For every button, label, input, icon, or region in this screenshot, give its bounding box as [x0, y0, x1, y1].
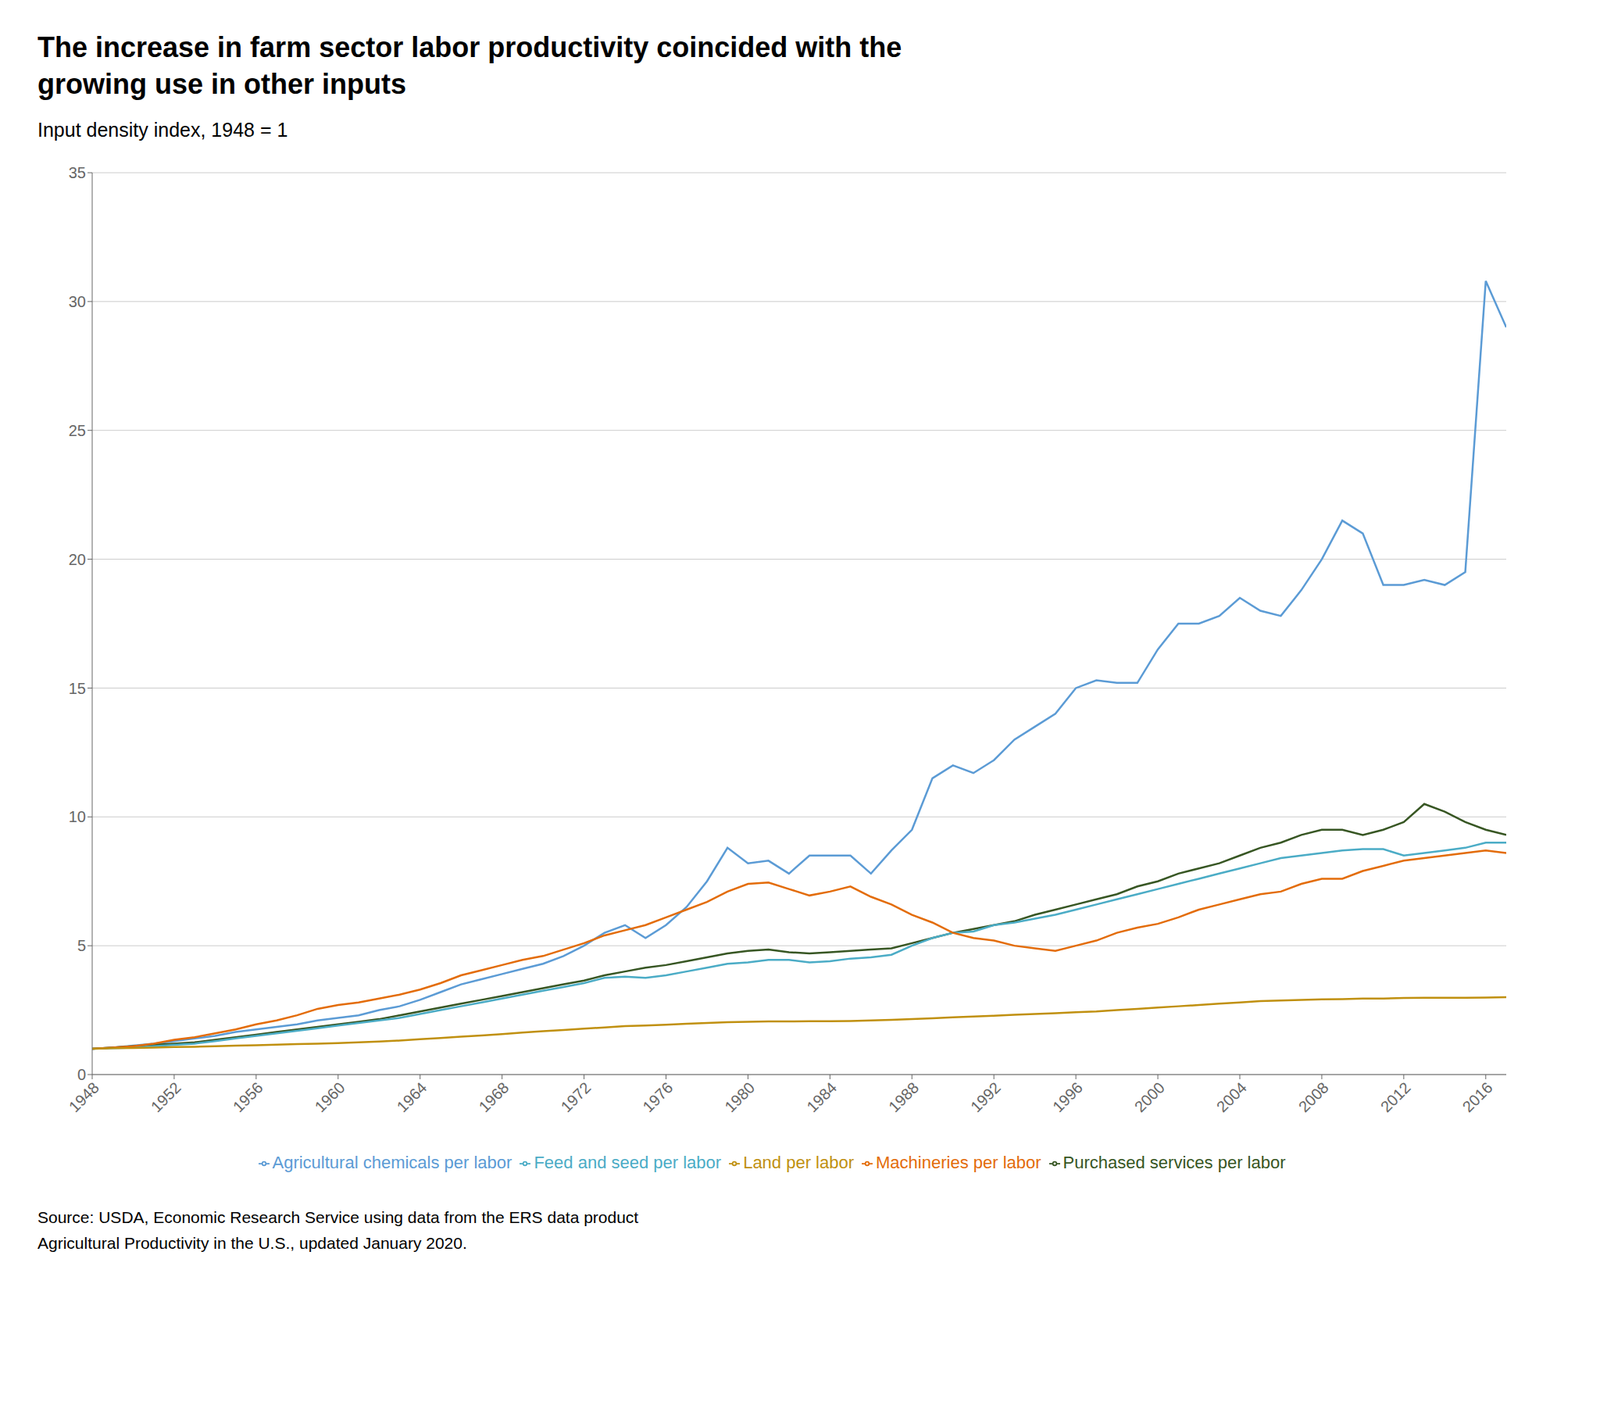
svg-text:1992: 1992: [967, 1078, 1004, 1115]
svg-text:10: 10: [68, 807, 86, 825]
svg-text:1948: 1948: [65, 1078, 103, 1115]
svg-text:1984: 1984: [803, 1078, 840, 1115]
svg-text:35: 35: [68, 164, 86, 182]
svg-text:1960: 1960: [311, 1078, 349, 1115]
svg-text:15: 15: [68, 678, 86, 697]
svg-text:1964: 1964: [393, 1078, 431, 1115]
svg-text:1996: 1996: [1049, 1078, 1086, 1115]
svg-text:2008: 2008: [1295, 1078, 1333, 1115]
svg-text:2016: 2016: [1459, 1078, 1497, 1115]
html-text:Purchased services per labor: Purchased services per labor: [1062, 1152, 1286, 1172]
html-text:Feed and seed per labor: Feed and seed per labor: [533, 1152, 722, 1172]
svg-text:1980: 1980: [721, 1078, 758, 1115]
html-text:growing use in other inputs: growing use in other inputs: [37, 67, 407, 100]
html-text:Input density index, 1948 = 1: Input density index, 1948 = 1: [37, 118, 288, 141]
svg-text:0: 0: [77, 1065, 86, 1083]
html-text:Land per labor: Land per labor: [743, 1152, 854, 1172]
svg-text:2012: 2012: [1377, 1078, 1415, 1115]
svg-text:20: 20: [68, 550, 86, 568]
svg-text:1972: 1972: [557, 1078, 594, 1115]
html-text:Agricultural chemicals per lab: Agricultural chemicals per labor: [272, 1152, 513, 1172]
svg-text:2004: 2004: [1213, 1078, 1250, 1115]
svg-text:2000: 2000: [1131, 1078, 1168, 1115]
svg-text:1976: 1976: [639, 1078, 676, 1115]
html-text:Agricultural Productivity in t: Agricultural Productivity in the U.S., u…: [37, 1233, 468, 1252]
svg-text:5: 5: [77, 936, 86, 954]
html-text:Source: USDA, Economic Researc: Source: USDA, Economic Research Service …: [37, 1207, 639, 1226]
svg-text:1968: 1968: [475, 1078, 512, 1115]
html-text:The increase in farm sector la: The increase in farm sector labor produc…: [37, 31, 902, 64]
svg-text:1952: 1952: [147, 1078, 185, 1115]
svg-text:1988: 1988: [885, 1078, 922, 1115]
html-text:Machineries per labor: Machineries per labor: [875, 1152, 1042, 1172]
svg-text:25: 25: [68, 421, 86, 439]
svg-text:1956: 1956: [229, 1078, 267, 1115]
svg-text:30: 30: [68, 292, 86, 311]
